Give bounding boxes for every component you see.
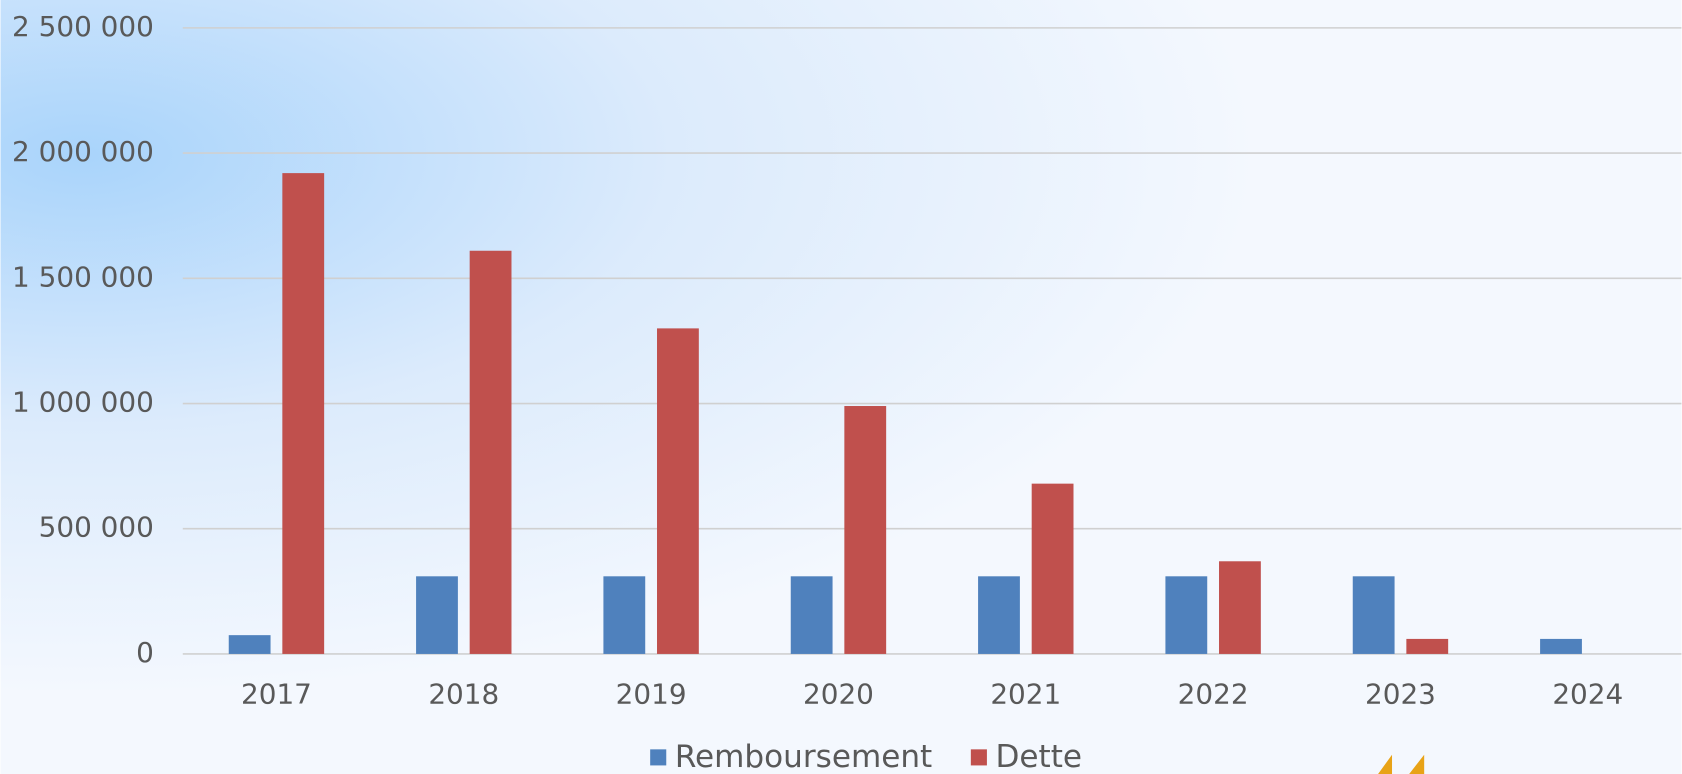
legend-label: Remboursement [675,739,932,774]
y-tick-label: 2 000 000 [12,135,154,168]
bar [1165,576,1208,654]
bar [282,173,325,654]
x-tick-label: 2021 [990,678,1061,711]
decoration [1378,754,1425,774]
legend-swatch [650,749,667,766]
bar [844,406,887,654]
legend-label: Dette [995,739,1082,774]
legend-swatch [970,749,987,766]
bar [657,328,699,654]
bar [790,576,833,654]
y-tick-label: 2 500 000 [12,10,154,43]
y-tick-label: 0 [136,636,154,669]
x-tick-label: 2019 [616,678,687,711]
bar [1406,638,1449,654]
y-tick-label: 500 000 [39,511,154,544]
x-tick-label: 2022 [1178,678,1249,711]
y-tick-label: 1 000 000 [12,386,154,419]
bar [1031,483,1074,654]
bar [228,635,271,654]
x-tick-label: 2017 [241,678,312,711]
bar [469,250,512,654]
bar [978,576,1020,654]
x-tick-label: 2024 [1552,678,1623,711]
x-tick-label: 2023 [1365,678,1436,711]
bar [1352,576,1395,654]
bar [416,576,458,654]
y-tick-label: 1 500 000 [12,260,154,293]
bar [1540,638,1582,654]
bar [1219,561,1261,654]
x-tick-label: 2020 [803,678,874,711]
x-tick-label: 2018 [428,678,499,711]
bar [603,576,646,654]
